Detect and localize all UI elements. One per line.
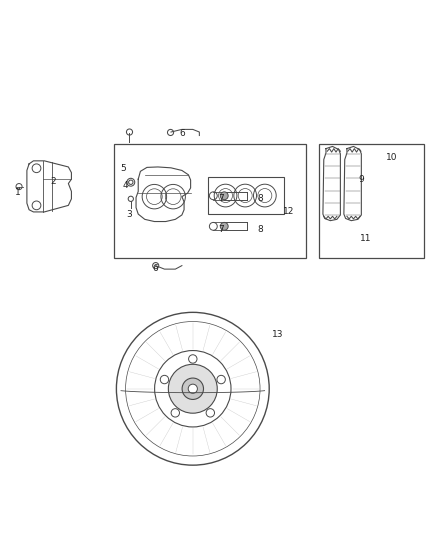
Text: 7: 7	[218, 195, 224, 203]
Circle shape	[168, 364, 217, 413]
Text: 7: 7	[218, 225, 224, 234]
Text: 11: 11	[360, 233, 371, 243]
Text: 2: 2	[50, 177, 56, 186]
Text: 1: 1	[15, 188, 21, 197]
Text: 10: 10	[386, 153, 397, 162]
Text: 6: 6	[179, 129, 185, 138]
Bar	[319, 144, 424, 258]
Bar	[114, 144, 306, 258]
Text: 13: 13	[272, 330, 284, 338]
Circle shape	[220, 222, 228, 230]
Text: 12: 12	[283, 207, 294, 216]
Circle shape	[188, 384, 198, 393]
Text: 3: 3	[127, 209, 132, 219]
Circle shape	[220, 192, 228, 200]
Text: 4: 4	[122, 181, 128, 190]
Circle shape	[182, 378, 204, 399]
Bar	[208, 177, 285, 214]
Text: 5: 5	[120, 164, 126, 173]
Text: 9: 9	[358, 175, 364, 184]
Text: 8: 8	[258, 225, 263, 234]
Text: 8: 8	[258, 195, 263, 203]
Text: 6: 6	[153, 264, 159, 273]
